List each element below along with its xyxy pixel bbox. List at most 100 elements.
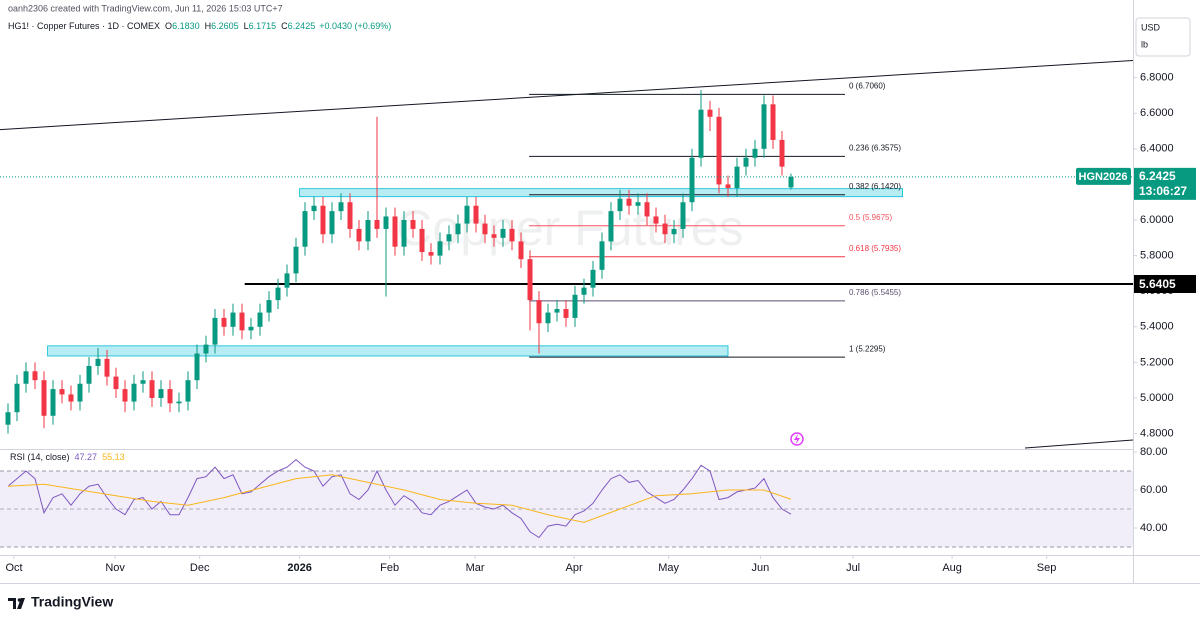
candle-body	[302, 211, 308, 247]
rsi-ma-value: 55.13	[102, 452, 125, 462]
candle-body	[185, 380, 191, 402]
brand-logo	[8, 598, 25, 609]
fib-label: 1 (5.2295)	[849, 344, 886, 353]
candle-body	[788, 176, 794, 188]
candle-body	[662, 223, 668, 235]
candle-body	[617, 198, 623, 212]
candle-body	[671, 228, 677, 235]
x-tick-label: Dec	[190, 562, 210, 574]
candle-body	[725, 184, 731, 188]
candle-body	[320, 205, 326, 235]
legend-value: 6.2605	[211, 21, 239, 31]
x-tick-label: Apr	[566, 562, 583, 574]
brand: TradingView	[31, 594, 113, 610]
candle-body	[581, 287, 587, 295]
trendline	[0, 60, 1134, 131]
candle-body	[365, 220, 371, 242]
candle-body	[572, 294, 578, 318]
support-zone	[299, 188, 904, 198]
x-tick-label: Jun	[752, 562, 770, 574]
candle-body	[194, 353, 200, 381]
candle-body	[23, 371, 29, 384]
candle-body	[527, 259, 533, 301]
candle-body	[284, 273, 290, 288]
candle-body	[203, 344, 209, 354]
candle-body	[77, 383, 83, 402]
x-tick-label: Aug	[942, 562, 962, 574]
symbol-legend: HG1! · Copper Futures · 1D · COMEX O6.183…	[8, 21, 391, 31]
legend-key: O	[165, 21, 172, 31]
rsi-line	[7, 458, 792, 539]
attribution: oanh2306 created with TradingView.com, J…	[8, 3, 283, 13]
candle-body	[698, 109, 704, 158]
symbol-tag-label: HGN2026	[1079, 171, 1128, 183]
x-tick-label: 2026	[287, 562, 311, 574]
candle-body	[716, 116, 722, 185]
candle-body	[311, 205, 317, 212]
alert-icon[interactable]	[790, 432, 804, 446]
candle-body	[446, 234, 452, 242]
candle-body	[599, 241, 605, 270]
candle-body	[761, 104, 767, 149]
price-tag-label: 6.2425	[1139, 169, 1176, 183]
candle-body	[149, 380, 155, 398]
currency-box[interactable]	[1135, 17, 1191, 57]
y-tick-label: 5.8000	[1140, 250, 1174, 262]
candle-body	[770, 104, 776, 140]
candle-body	[473, 205, 479, 224]
candle-body	[347, 202, 353, 229]
rsi-y-tick-label: 80.00	[1140, 446, 1168, 458]
candle-body	[212, 317, 218, 345]
x-tick-label: Nov	[105, 562, 125, 574]
candle-body	[734, 166, 740, 188]
x-tick-label: Oct	[5, 562, 22, 574]
rsi-ma-line	[7, 474, 792, 523]
currency: USD	[1141, 22, 1161, 32]
legend-key: L	[244, 21, 249, 31]
y-tick-label: 6.0000	[1140, 214, 1174, 226]
candle-body	[293, 246, 299, 274]
candle-body	[401, 220, 407, 247]
candle-body	[482, 223, 488, 235]
candle-body	[626, 198, 632, 206]
candle-body	[635, 202, 641, 206]
candle-body	[14, 383, 20, 413]
candle-body	[266, 300, 272, 313]
candle-body	[356, 228, 362, 242]
candle-body	[113, 376, 119, 390]
candle-body	[455, 223, 461, 235]
candle-body	[545, 312, 551, 324]
fib-label: 0.236 (6.3575)	[849, 143, 901, 152]
candle-body	[167, 389, 173, 404]
candle-body	[32, 371, 38, 381]
trendline	[1024, 439, 1134, 449]
rsi-y-tick-label: 40.00	[1140, 522, 1168, 534]
candle-body	[536, 300, 542, 324]
unit: lb	[1141, 39, 1148, 49]
candle-body	[104, 358, 110, 377]
fib-label: 0 (6.7060)	[849, 81, 886, 90]
legend-value: 6.1715	[249, 21, 277, 31]
candle-body	[680, 202, 686, 229]
y-tick-label: 4.8000	[1140, 427, 1174, 439]
candle-body	[554, 309, 560, 313]
candle-body	[59, 389, 65, 395]
y-tick-label: 6.8000	[1140, 72, 1174, 84]
x-tick-label: Jul	[846, 562, 860, 574]
candle-body	[140, 380, 146, 384]
fib-label: 0.382 (6.1420)	[849, 182, 901, 191]
candle-body	[230, 312, 236, 327]
x-tick-label: Feb	[380, 562, 399, 574]
price-tag	[1134, 167, 1196, 200]
symbol-tag	[1076, 167, 1131, 185]
candle-body	[131, 383, 137, 402]
candle-body	[410, 220, 416, 229]
countdown-label: 13:06:27	[1139, 184, 1187, 198]
y-tick-label: 5.0000	[1140, 392, 1174, 404]
fib-label: 0.786 (5.5455)	[849, 288, 901, 297]
candle-body	[176, 401, 182, 404]
x-tick-label: Mar	[466, 562, 485, 574]
x-tick-label: Sep	[1037, 562, 1057, 574]
